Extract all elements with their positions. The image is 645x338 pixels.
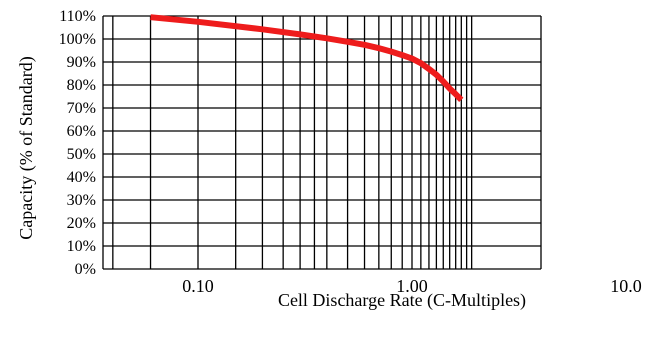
- y-tick-label: 90%: [67, 54, 96, 71]
- y-tick-label: 30%: [67, 192, 96, 209]
- x-tick-label: 10.0: [610, 276, 642, 296]
- x-tick-label: 1.00: [396, 276, 428, 296]
- y-tick-label: 70%: [67, 100, 96, 117]
- y-axis-tick-labels: 0% 10% 20% 30% 40% 50% 60% 70% 80% 90% 100% 110%: [59, 8, 96, 278]
- capacity-curve: [150, 14, 464, 103]
- y-tick-label: 10%: [67, 238, 96, 255]
- y-tick-label: 50%: [67, 146, 96, 163]
- y-tick-label: 110%: [59, 8, 96, 25]
- plot-grid: [102, 15, 542, 270]
- y-axis-label: Capacity (% of Standard): [16, 56, 37, 239]
- x-axis-label: Cell Discharge Rate (C-Multiples): [278, 290, 526, 311]
- y-tick-label: 40%: [67, 169, 96, 186]
- y-tick-label: 0%: [75, 261, 96, 278]
- x-axis-tick-labels: 0.10 1.00 10.0: [182, 276, 642, 296]
- x-tick-label: 0.10: [182, 276, 214, 296]
- y-tick-label: 100%: [59, 31, 96, 48]
- y-tick-label: 60%: [67, 123, 96, 140]
- y-tick-label: 80%: [67, 77, 96, 94]
- y-tick-label: 20%: [67, 215, 96, 232]
- series-layer: [150, 14, 464, 103]
